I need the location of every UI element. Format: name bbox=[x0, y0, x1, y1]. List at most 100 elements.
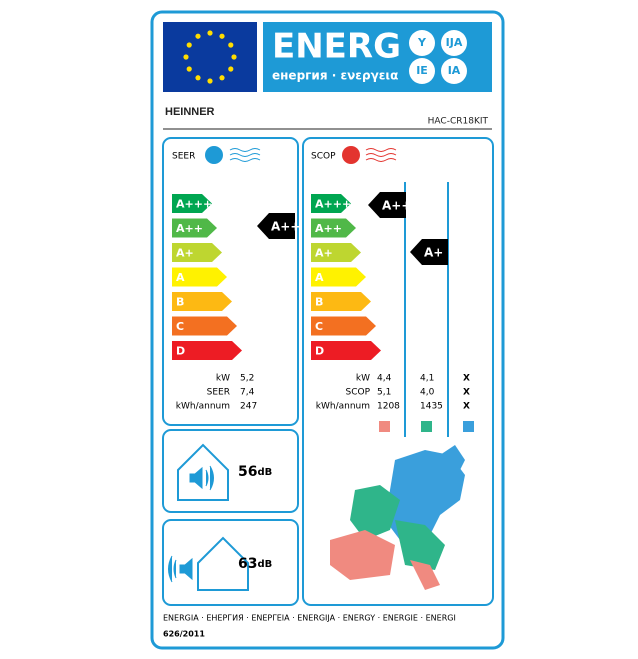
fan-icon bbox=[205, 146, 223, 164]
spec-name: kW bbox=[356, 374, 370, 384]
regulation: 626/2011 bbox=[163, 630, 205, 639]
eu-star bbox=[228, 42, 234, 48]
badge-circle bbox=[409, 30, 435, 56]
zone-warmer bbox=[379, 421, 390, 432]
house-icon bbox=[177, 443, 229, 501]
class-arrow bbox=[311, 194, 351, 213]
class-arrow bbox=[311, 316, 376, 336]
language-badges: Y IJA IE IA bbox=[409, 30, 467, 84]
eu-star bbox=[186, 42, 192, 48]
noise-value: 63 bbox=[238, 556, 257, 572]
banner-title: ENERG bbox=[272, 27, 401, 67]
spec-value: 4,4 bbox=[377, 374, 392, 384]
badge-text: IJA bbox=[446, 36, 463, 49]
cooling-label: SEER bbox=[172, 152, 195, 162]
spec-value: 5,1 bbox=[377, 388, 391, 398]
eu-star bbox=[207, 30, 213, 36]
class-label: D bbox=[176, 345, 185, 358]
class-arrow bbox=[311, 218, 356, 238]
eu-stars bbox=[183, 30, 237, 84]
noise-value: 56 bbox=[238, 464, 257, 480]
class-arrow bbox=[311, 243, 361, 262]
fan-icon bbox=[342, 146, 360, 164]
cool-waves bbox=[229, 148, 261, 162]
eu-star bbox=[228, 66, 234, 72]
spec-name: SEER bbox=[207, 388, 230, 398]
eu-star bbox=[183, 54, 189, 60]
class-label: D bbox=[315, 345, 324, 358]
class-label: A bbox=[176, 271, 185, 284]
speaker-icon bbox=[168, 555, 193, 583]
footer-languages: ENERGIA · ЕНЕРГИЯ · ΕΝΕΡΓΕΙΑ · ENERGIJA … bbox=[163, 614, 456, 623]
spec-value: 4,1 bbox=[420, 374, 434, 384]
eu-star bbox=[219, 33, 225, 39]
badge-circle bbox=[441, 30, 467, 56]
brand: HEINNER bbox=[165, 106, 215, 118]
eu-star bbox=[207, 78, 213, 84]
outdoor-noise-panel bbox=[162, 519, 299, 606]
rating-arrow bbox=[257, 213, 295, 239]
class-label: A+++ bbox=[176, 198, 212, 211]
class-label: A++ bbox=[315, 222, 342, 235]
speaker-icon bbox=[189, 465, 214, 491]
indoor-noise-panel bbox=[162, 429, 299, 513]
class-arrow bbox=[172, 243, 222, 262]
class-arrow bbox=[172, 316, 237, 336]
heat-waves bbox=[365, 148, 397, 162]
badge-text: IA bbox=[448, 64, 461, 77]
class-label: B bbox=[176, 296, 184, 309]
rating-arrow bbox=[410, 239, 448, 265]
class-arrow bbox=[172, 194, 212, 213]
noise-unit: dB bbox=[257, 559, 272, 570]
spec-value: 1208 bbox=[377, 402, 400, 412]
class-label: A+++ bbox=[315, 198, 351, 211]
spec-value: 1435 bbox=[420, 402, 443, 412]
class-label: C bbox=[315, 320, 323, 333]
rating-arrow bbox=[368, 192, 406, 218]
noise-unit: dB bbox=[257, 467, 272, 478]
heating-panel bbox=[302, 137, 494, 606]
europe-map bbox=[330, 445, 465, 590]
class-label: C bbox=[176, 320, 184, 333]
class-label: A+ bbox=[176, 247, 194, 260]
class-label: B bbox=[315, 296, 323, 309]
zone-average bbox=[421, 421, 432, 432]
heating-label: SCOP bbox=[311, 152, 336, 162]
spec-value: X bbox=[463, 374, 470, 384]
spec-value: 5,2 bbox=[240, 374, 254, 384]
class-label: A++ bbox=[176, 222, 203, 235]
class-arrow bbox=[311, 341, 381, 360]
house-icon bbox=[197, 536, 249, 591]
class-label: A+ bbox=[315, 247, 333, 260]
spec-name: kW bbox=[216, 374, 230, 384]
class-arrow bbox=[172, 292, 232, 311]
cooling-panel bbox=[162, 137, 299, 426]
class-label: A bbox=[315, 271, 324, 284]
class-arrow bbox=[172, 218, 217, 238]
eu-star bbox=[186, 66, 192, 72]
banner-subtitle: енергия · ενεργεια bbox=[272, 69, 398, 83]
outdoor-noise: 63dB bbox=[238, 556, 272, 572]
badge-text: Y bbox=[417, 36, 427, 49]
badge-text: IE bbox=[416, 64, 428, 77]
spec-value: 247 bbox=[240, 402, 257, 412]
indoor-noise: 56dB bbox=[238, 464, 272, 480]
spec-value: 7,4 bbox=[240, 388, 255, 398]
badge-circle bbox=[409, 58, 435, 84]
spec-name: SCOP bbox=[345, 388, 370, 398]
rating-label: A+ bbox=[424, 246, 443, 260]
rating-label: A++ bbox=[271, 220, 300, 234]
spec-name: kWh/annum bbox=[176, 402, 230, 412]
badge-circle bbox=[441, 58, 467, 84]
spec-value: 4,0 bbox=[420, 388, 435, 398]
class-arrow bbox=[311, 267, 366, 287]
class-arrow bbox=[172, 267, 227, 287]
eu-star bbox=[219, 75, 225, 81]
eu-star bbox=[231, 54, 237, 60]
spec-value: X bbox=[463, 388, 470, 398]
spec-value: X bbox=[463, 402, 470, 412]
class-arrow bbox=[172, 341, 242, 360]
eu-star bbox=[195, 33, 201, 39]
